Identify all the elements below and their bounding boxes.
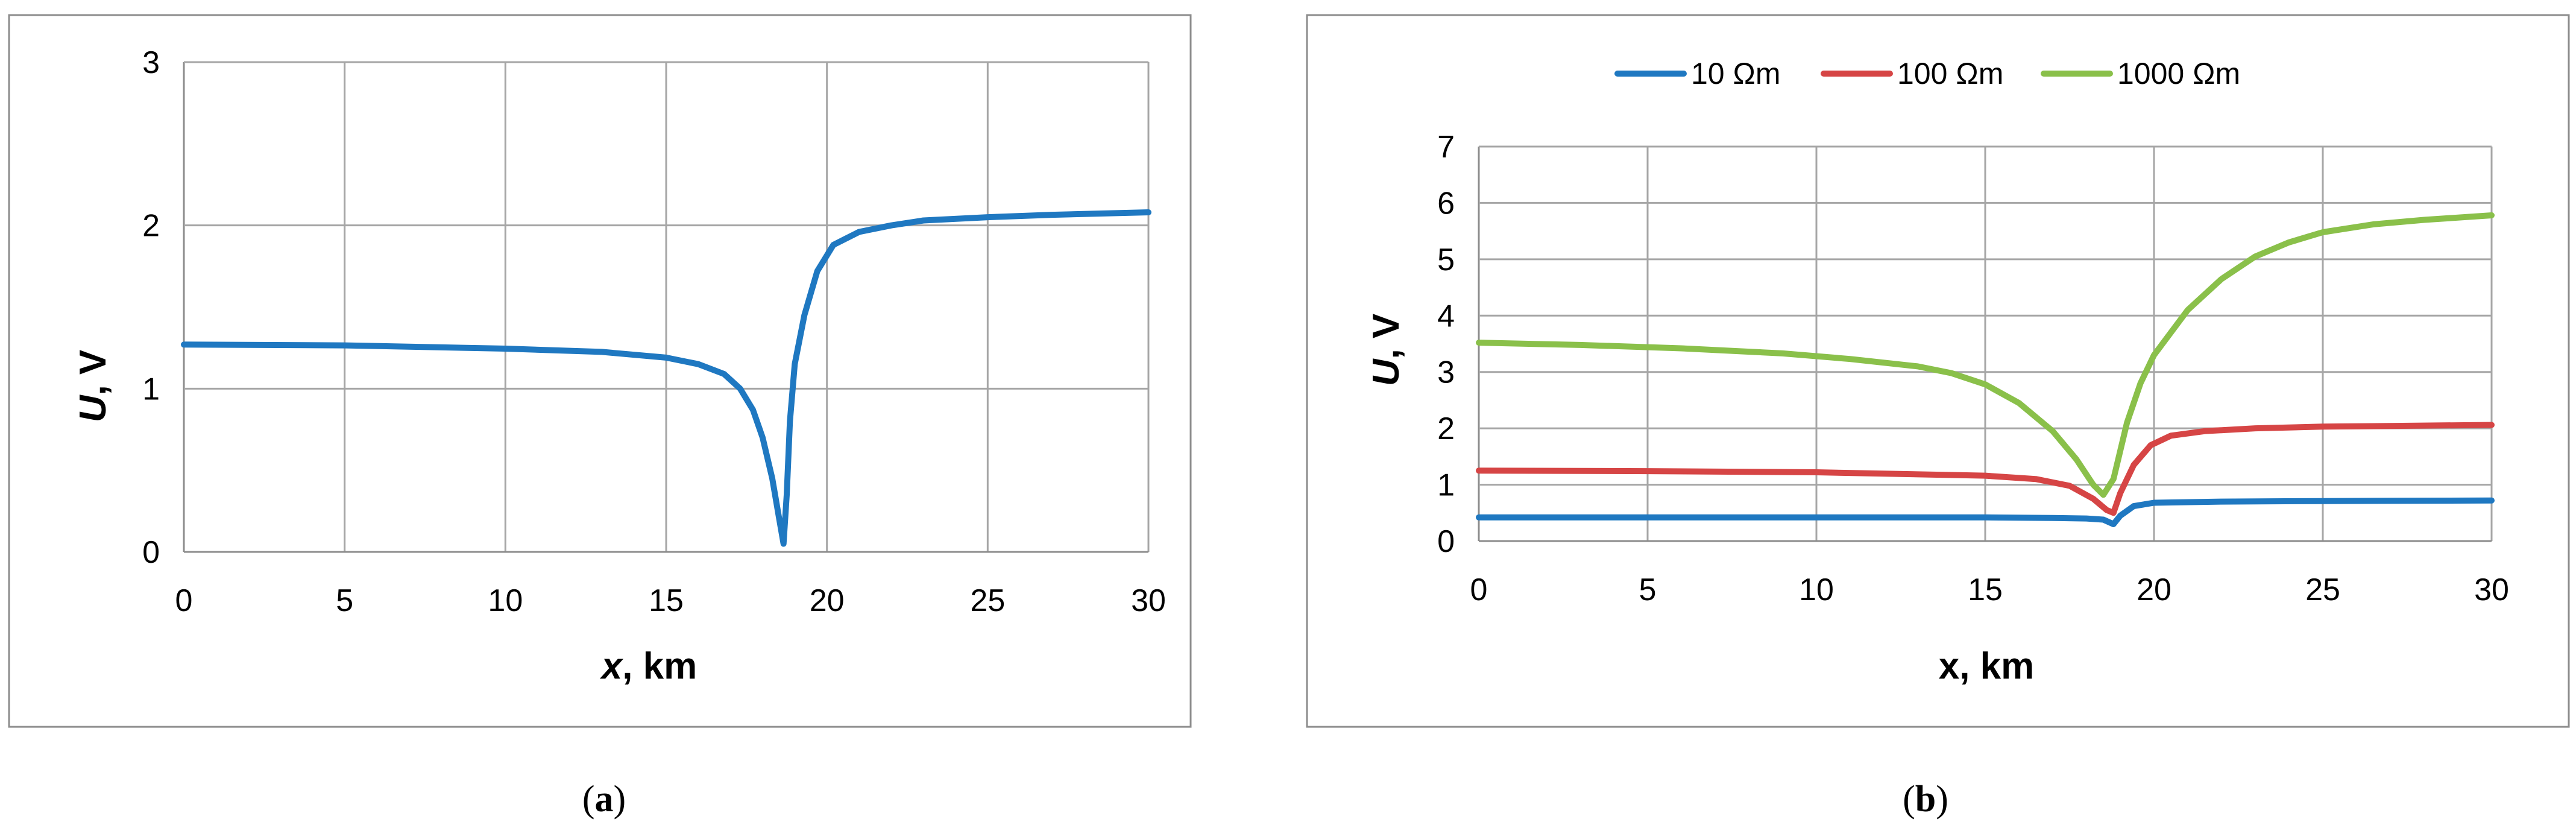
y-tick-label: 0 [1437,524,1455,559]
series-lines-a [181,209,1151,547]
x-tick-label: 30 [1131,583,1166,618]
x-tick-label: 5 [336,583,353,618]
y-axis-unit-a: , V [72,350,114,396]
x-axis-unit-a: , km [622,645,697,687]
y-tick-label: 1 [142,372,160,407]
y-tick-label: 3 [142,45,160,80]
y-tick-label: 7 [1437,130,1455,165]
x-tick-label: 5 [1639,572,1657,607]
x-tick-labels-a: 0 5 10 15 20 25 30 [175,583,1166,618]
x-tick-label: 20 [810,583,845,618]
y-axis-label-a: U, V [72,350,114,423]
y-tick-label: 6 [1437,186,1455,221]
legend-label: 10 Ωm [1691,57,1781,90]
x-tick-label: 30 [2474,572,2509,607]
legend-b: 10 Ωm 100 Ωm 1000 Ωm [1614,57,2240,90]
caption-a-letter: a [595,779,614,820]
y-axis-var-a: U [72,394,114,422]
series-line-b-1 [1476,422,2495,516]
grid-horizontal-b [1479,145,2492,542]
x-tick-label: 10 [488,583,523,618]
x-tick-label: 0 [1470,572,1488,607]
caption-a: (a) [582,779,626,820]
chart-panel-a: 0 5 10 15 20 25 30 0 1 2 3 x, km U, V [8,14,1192,728]
y-axis-unit-b: , V [1365,314,1407,359]
x-tick-label: 15 [1968,572,2003,607]
legend-item: 10 Ωm [1614,57,1781,90]
y-axis-var-b: U [1365,358,1407,386]
x-tick-label: 20 [2137,572,2171,607]
x-tick-label: 0 [175,583,193,618]
legend-item: 100 Ωm [1821,57,2003,90]
x-axis-var-a: x [600,645,624,687]
legend-item: 1000 Ωm [2041,57,2240,90]
series-lines-b [1476,212,2495,527]
x-axis-label-a: x, km [600,645,698,687]
y-tick-label: 2 [142,209,160,244]
series-line-a-0 [181,209,1151,547]
y-tick-labels-b: 0 1 2 3 4 5 6 7 [1437,130,1455,559]
y-tick-labels-a: 0 1 2 3 [142,45,160,570]
series-line-b-2 [1476,212,2495,498]
x-tick-label: 25 [2305,572,2340,607]
legend-label: 100 Ωm [1897,57,2003,90]
x-axis-unit-b: , km [1959,645,2034,687]
chart-frame-a [8,14,1192,728]
x-axis-label-b: x, km [1939,645,2035,687]
x-axis-var-b: x [1939,645,1960,687]
x-tick-label: 10 [1799,572,1834,607]
grid-vertical-a [183,62,1150,552]
legend-label: 1000 Ωm [2117,57,2240,90]
y-tick-label: 0 [142,535,160,570]
chart-panel-b: 0 5 10 15 20 25 30 0 1 2 3 4 5 6 7 10 Ωm 100 Ωm 1000 Ωm… [1306,14,2570,728]
y-tick-label: 5 [1437,242,1455,277]
y-tick-label: 2 [1437,411,1455,446]
series-line-b-0 [1476,497,2495,527]
caption-b-letter: b [1915,779,1936,820]
y-tick-label: 1 [1437,468,1455,503]
y-tick-label: 3 [1437,355,1455,390]
x-tick-labels-b: 0 5 10 15 20 25 30 [1470,572,2509,607]
y-tick-label: 4 [1437,299,1455,334]
caption-b: (b) [1903,779,1948,820]
y-axis-label-b: U, V [1365,314,1407,387]
x-tick-label: 25 [970,583,1005,618]
x-tick-label: 15 [649,583,684,618]
grid-horizontal-a [184,61,1148,553]
